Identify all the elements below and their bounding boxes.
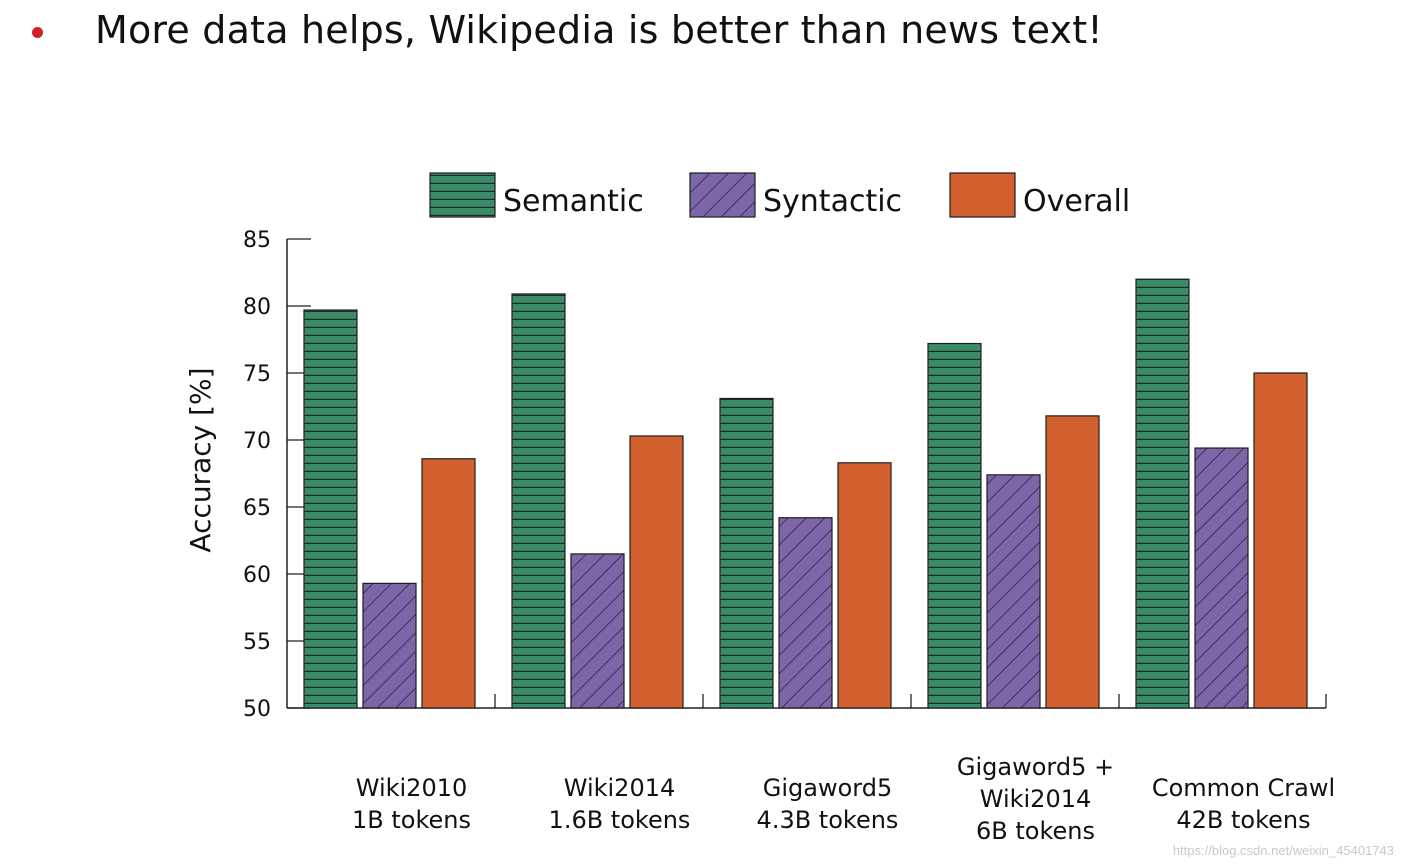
y-tick-label: 80 xyxy=(243,295,271,320)
bar-syntactic xyxy=(986,474,1041,709)
legend-swatch-syntactic xyxy=(689,172,756,218)
y-tick-label: 75 xyxy=(243,362,271,387)
bar-syntactic xyxy=(778,517,833,709)
x-category-label: Wiki2014 1.6B tokens xyxy=(549,774,691,834)
bar-semantic xyxy=(719,397,774,709)
legend-swatch-semantic xyxy=(429,172,496,218)
bar-semantic xyxy=(511,293,566,709)
bar-semantic xyxy=(927,342,982,709)
y-tick-label: 55 xyxy=(243,630,271,655)
chart-bars xyxy=(303,278,1308,709)
y-tick-label: 65 xyxy=(243,496,271,521)
x-category-label: Wiki2010 1B tokens xyxy=(352,774,471,834)
bar-overall xyxy=(837,462,892,709)
bar-overall xyxy=(629,435,684,709)
slide-bullet-text: More data helps, Wikipedia is better tha… xyxy=(95,8,1103,52)
bar-overall xyxy=(421,458,476,709)
bar-syntactic xyxy=(570,553,625,709)
bar-semantic xyxy=(1135,278,1190,709)
bar-overall xyxy=(1045,415,1100,709)
y-tick-label: 50 xyxy=(243,697,271,722)
bar-semantic xyxy=(303,309,358,709)
x-category-label: Common Crawl 42B tokens xyxy=(1152,774,1335,834)
x-category-label: Gigaword5 + Wiki2014 6B tokens xyxy=(957,753,1114,845)
legend-swatch-overall xyxy=(949,172,1016,218)
x-axis-labels: Wiki2010 1B tokens Wiki2014 1.6B tokens Giga… xyxy=(352,753,1335,845)
y-axis-title: Accuracy [%] xyxy=(184,367,217,552)
bar-syntactic xyxy=(1194,447,1249,709)
y-tick-label: 60 xyxy=(243,563,271,588)
legend-label-overall: Overall xyxy=(1023,184,1130,219)
slide-bullet: More data helps, Wikipedia is better tha… xyxy=(32,8,1103,52)
x-category-label: Gigaword5 4.3B tokens xyxy=(757,774,899,834)
legend-label-syntactic: Syntactic xyxy=(763,184,902,219)
y-tick-label: 85 xyxy=(243,228,271,253)
bar-syntactic xyxy=(362,582,417,709)
y-tick-label: 70 xyxy=(243,429,271,454)
watermark: https://blog.csdn.net/weixin_45401743 xyxy=(1172,843,1394,858)
legend-label-semantic: Semantic xyxy=(503,184,644,219)
bar-overall xyxy=(1253,372,1308,709)
bullet-point-icon xyxy=(32,26,43,38)
chart-legend: Semantic Syntactic Overall xyxy=(429,172,1130,219)
